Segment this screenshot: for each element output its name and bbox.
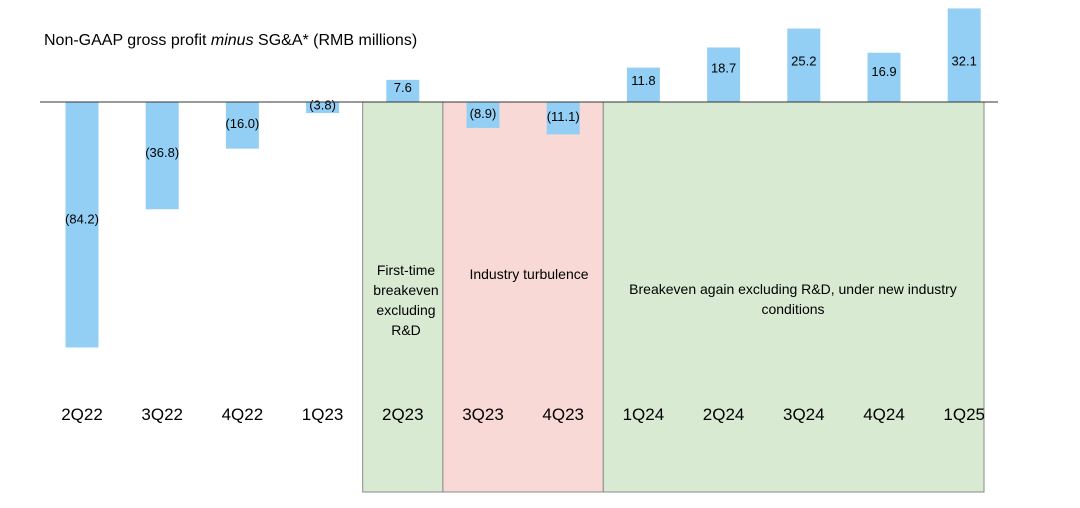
bar-4q22 [225,102,259,149]
bar-1q23 [306,102,340,114]
bar-2q23 [386,79,420,102]
x-tick-label-3q24: 3Q24 [783,405,825,424]
region-first-breakeven [362,101,444,493]
data-label-3q23: (8.9) [470,106,497,121]
data-label-1q25: 32.1 [952,53,977,68]
region-breakeven-again [602,101,985,493]
data-label-2q23: 7.6 [394,80,412,95]
bar-1q24 [626,67,660,102]
x-tick-label-4q22: 4Q22 [222,405,264,424]
data-label-1q24: 11.8 [631,73,655,88]
bar-3q23 [466,102,500,128]
data-label-3q24: 25.2 [791,53,816,68]
data-label-4q22: (16.0) [225,116,259,131]
x-tick-label-1q25: 1Q25 [943,405,985,424]
bar-3q22 [145,102,179,210]
x-tick-label-2q23: 2Q23 [382,405,424,424]
region-industry-turbulence [442,101,604,493]
data-label-4q24: 16.9 [871,64,896,79]
annotation-first-breakeven: First-time breakeven excluding R&D [373,262,439,338]
bar-2q24 [707,47,741,102]
bar-2q22 [65,102,99,348]
x-tick-label-2q22: 2Q22 [61,405,103,424]
data-label-1q23: (3.8) [309,97,336,112]
bar-3q24 [787,28,821,102]
bar-1q25 [947,8,981,103]
data-label-3q22: (36.8) [145,145,179,160]
annotation-industry-turbulence: Industry turbulence [469,266,589,282]
x-tick-label-1q24: 1Q24 [623,405,665,424]
bar-4q24 [867,52,901,102]
chart-title: Non-GAAP gross profit minus SG&A* (RMB m… [44,32,418,49]
x-tick-label-1q23: 1Q23 [302,405,344,424]
x-tick-label-4q24: 4Q24 [863,405,905,424]
data-label-4q23: (11.1) [547,109,580,124]
bar-4q23 [546,102,580,135]
x-tick-label-4q23: 4Q23 [542,405,584,424]
x-tick-label-2q24: 2Q24 [703,405,745,424]
x-tick-label-3q23: 3Q23 [462,405,504,424]
annotation-breakeven-again: Breakeven again excluding R&D, under new… [629,281,957,317]
x-tick-label-3q22: 3Q22 [141,405,183,424]
data-label-2q24: 18.7 [711,61,736,76]
data-label-2q22: (84.2) [65,211,99,226]
